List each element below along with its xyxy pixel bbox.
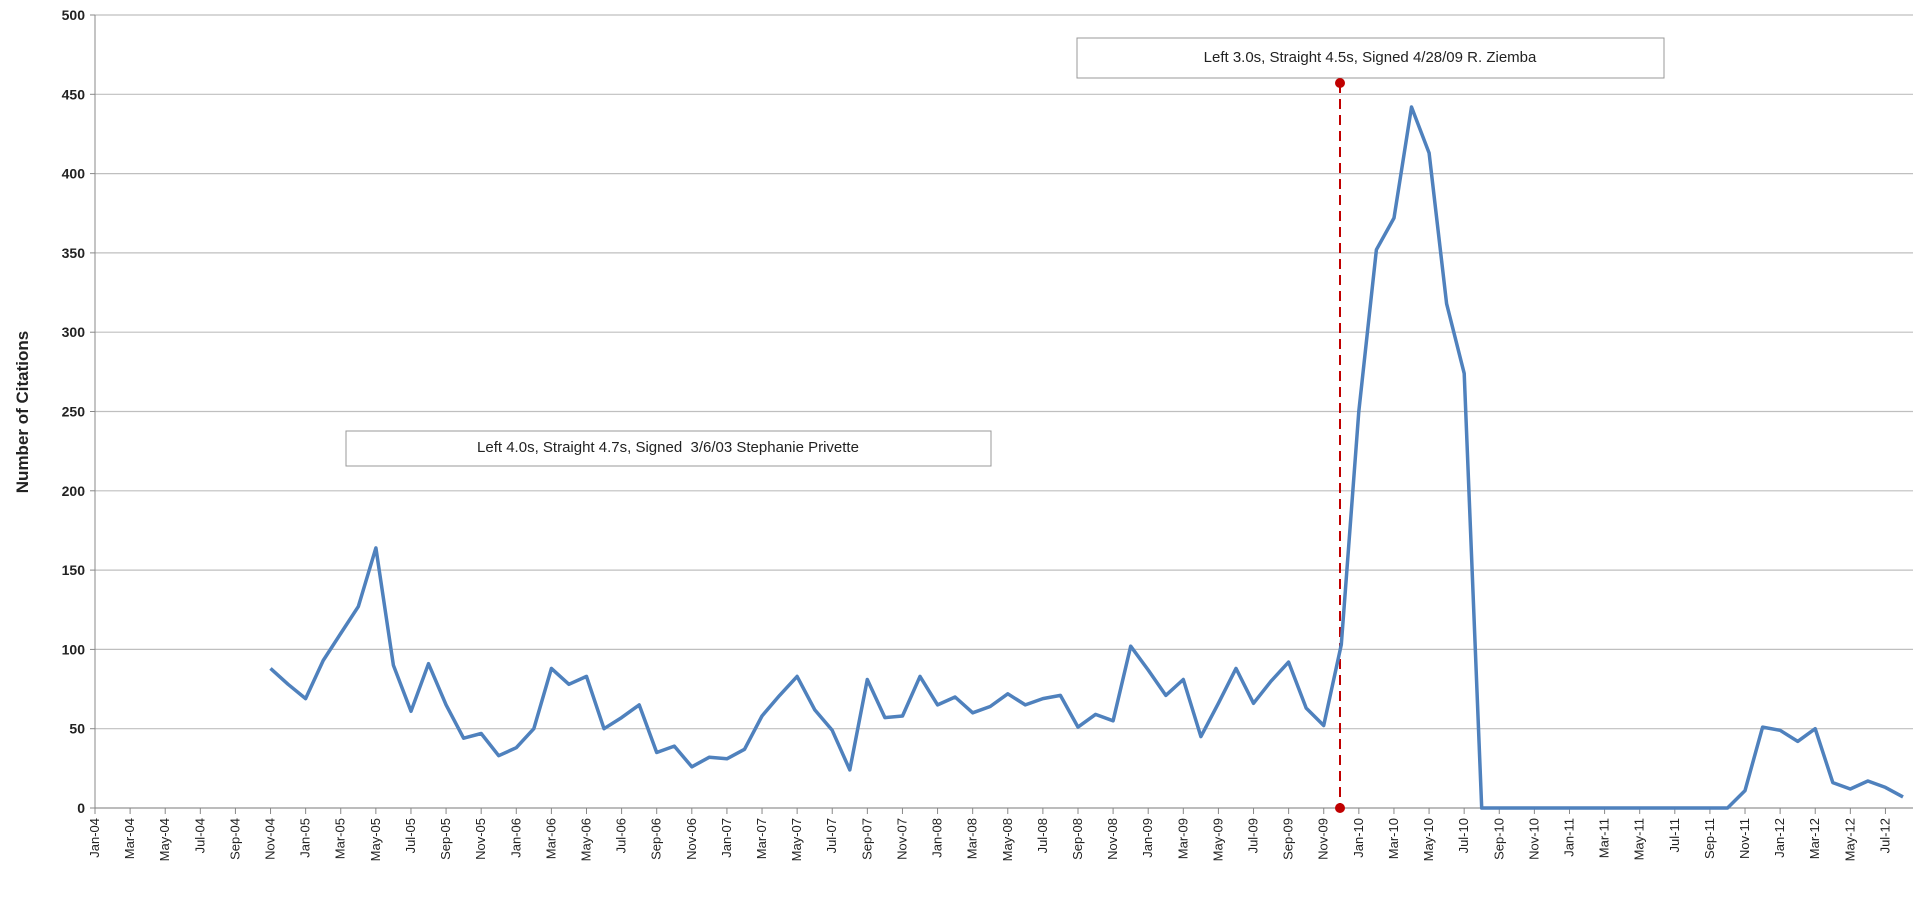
y-tick-label: 400 [62, 166, 86, 182]
x-tick-label: Jan-12 [1772, 818, 1787, 858]
x-tick-label: Jan-06 [508, 818, 523, 858]
x-tick-label: Nov-07 [894, 818, 909, 860]
x-tick-label: Mar-06 [543, 818, 558, 859]
x-tick-label: Nov-04 [263, 818, 278, 860]
y-tick-label: 500 [62, 7, 86, 23]
x-tick-label: Sep-09 [1281, 818, 1296, 860]
y-axis-label: Number of Citations [13, 331, 32, 493]
x-tick-label: Jul-04 [192, 818, 207, 853]
x-tick-label: Mar-08 [965, 818, 980, 859]
x-tick-label: May-06 [578, 818, 593, 861]
x-tick-label: May-10 [1421, 818, 1436, 861]
x-tick-label: Jul-09 [1246, 818, 1261, 853]
annotation: Left 4.0s, Straight 4.7s, Signed 3/6/03 … [477, 439, 859, 456]
y-tick-label: 250 [62, 404, 86, 420]
x-tick-label: Sep-04 [227, 818, 242, 860]
x-tick-label: Nov-05 [473, 818, 488, 860]
x-tick-label: May-11 [1632, 818, 1647, 860]
x-tick-label: Mar-05 [333, 818, 348, 859]
x-tick-label: Jul-08 [1035, 818, 1050, 853]
x-tick-label: May-08 [1000, 818, 1015, 861]
y-tick-label: 300 [62, 324, 86, 340]
annotation-box [1076, 37, 1665, 79]
marker-dot [1335, 78, 1345, 88]
x-tick-label: Mar-04 [122, 818, 137, 859]
x-tick-label: Nov-08 [1105, 818, 1120, 860]
y-tick-label: 50 [69, 721, 85, 737]
x-tick-label: Jul-11 [1667, 818, 1682, 852]
x-tick-label: May-05 [368, 818, 383, 861]
x-tick-label: Jan-11 [1561, 818, 1576, 857]
x-tick-label: Nov-06 [684, 818, 699, 860]
x-tick-label: Mar-12 [1807, 818, 1822, 859]
annotation-box [345, 430, 992, 467]
x-tick-label: May-07 [789, 818, 804, 861]
x-tick-label: Mar-11 [1597, 818, 1612, 858]
x-tick-label: Sep-05 [438, 818, 453, 860]
x-tick-label: Jan-10 [1351, 818, 1366, 858]
x-tick-label: Jul-10 [1456, 818, 1471, 853]
y-tick-label: 100 [62, 641, 86, 657]
x-tick-label: May-04 [157, 818, 172, 861]
x-tick-label: Sep-07 [859, 818, 874, 860]
data-line [269, 105, 1904, 810]
x-tick-label: Jan-05 [298, 818, 313, 858]
annotation: Left 3.0s, Straight 4.5s, Signed 4/28/09… [1204, 49, 1537, 66]
x-tick-label: Jan-07 [719, 818, 734, 858]
x-tick-label: Nov-11 [1737, 818, 1752, 859]
x-tick-label: Jan-04 [87, 818, 102, 858]
x-tick-label: Jul-12 [1877, 818, 1892, 853]
x-tick-label: Mar-10 [1386, 818, 1401, 859]
x-tick-label: Nov-09 [1316, 818, 1331, 860]
marker-dot [1335, 803, 1345, 813]
x-tick-label: Sep-10 [1491, 818, 1506, 860]
x-tick-label: Jan-09 [1140, 818, 1155, 858]
x-tick-label: Sep-06 [649, 818, 664, 860]
y-tick-label: 450 [62, 86, 86, 102]
y-tick-label: 350 [62, 245, 86, 261]
x-tick-label: Mar-09 [1175, 818, 1190, 859]
x-tick-label: Jul-06 [614, 818, 629, 853]
x-tick-label: Jan-08 [930, 818, 945, 858]
x-tick-label: Sep-08 [1070, 818, 1085, 860]
x-tick-label: May-09 [1210, 818, 1225, 861]
x-tick-label: Jul-07 [824, 818, 839, 853]
x-tick-label: Mar-07 [754, 818, 769, 859]
y-tick-label: 200 [62, 483, 86, 499]
y-tick-label: 0 [77, 800, 85, 816]
x-tick-label: Sep-11 [1702, 818, 1717, 859]
x-tick-label: Jul-05 [403, 818, 418, 853]
x-tick-label: Nov-10 [1526, 818, 1541, 860]
y-tick-label: 150 [62, 562, 86, 578]
x-tick-label: May-12 [1842, 818, 1857, 861]
